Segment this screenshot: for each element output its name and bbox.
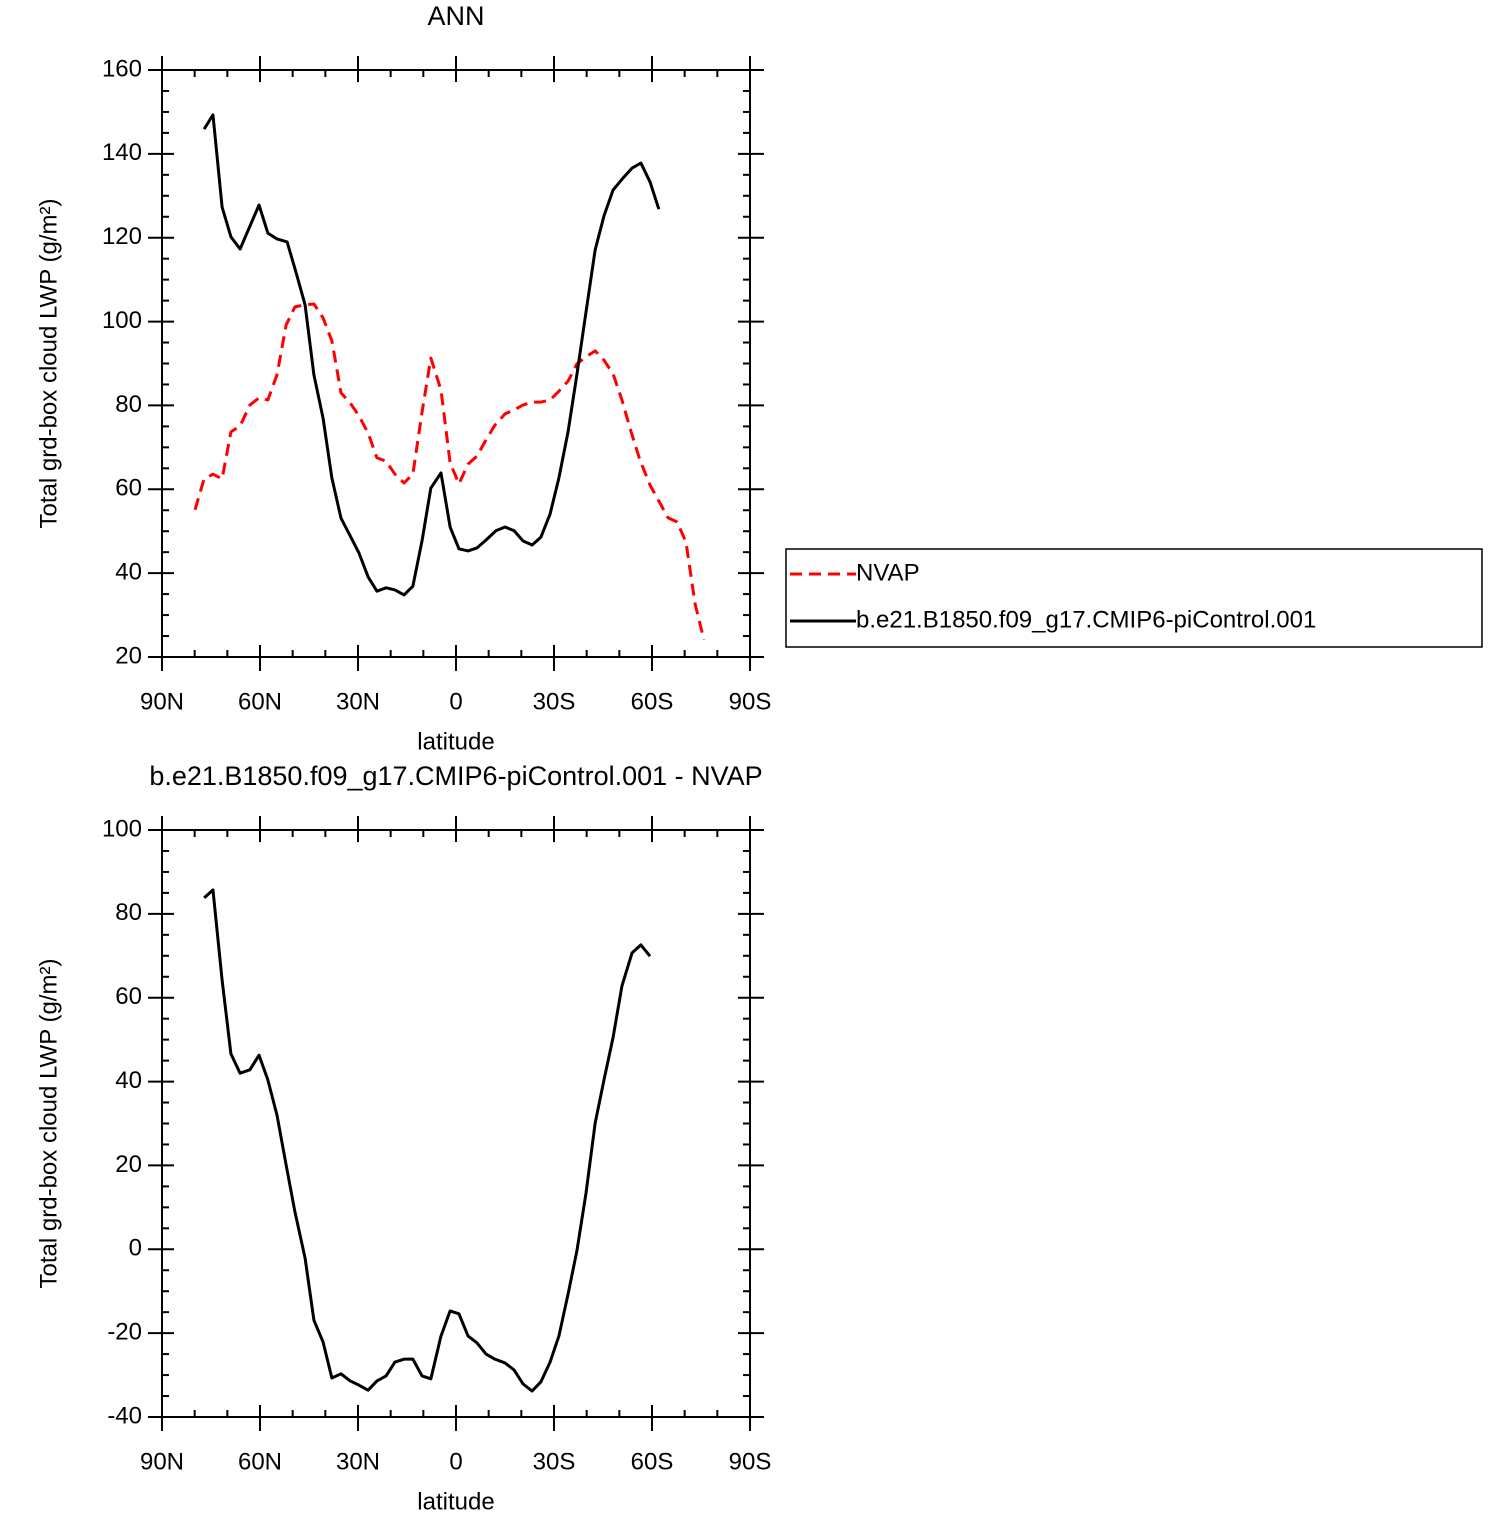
- x-tick-label: 30S: [533, 1448, 576, 1475]
- data-line: [202, 113, 661, 597]
- y-axis-label: Total grd-box cloud LWP (g/m²): [35, 959, 62, 1289]
- y-tick-label: 20: [115, 642, 142, 669]
- x-tick-label: 90S: [729, 688, 772, 715]
- y-tick-label: -40: [107, 1402, 142, 1429]
- y-tick-label: 60: [115, 475, 142, 502]
- legend-label: NVAP: [856, 559, 920, 586]
- plot-frame: [161, 829, 751, 1418]
- y-tick-label: 40: [115, 558, 142, 585]
- y-tick-label: 100: [102, 307, 142, 334]
- y-tick-label: 140: [102, 139, 142, 166]
- x-tick-label: 30S: [533, 688, 576, 715]
- x-tick-label: 60S: [631, 688, 674, 715]
- x-tick-label: 30N: [336, 1448, 380, 1475]
- plot-frame: [161, 69, 751, 658]
- x-tick-label: 0: [449, 688, 462, 715]
- legend-label: b.e21.B1850.f09_g17.CMIP6-piControl.001: [856, 606, 1316, 633]
- x-tick-label: 30N: [336, 688, 380, 715]
- y-tick-label: 100: [102, 815, 142, 842]
- y-tick-label: 120: [102, 223, 142, 250]
- y-tick-label: 80: [115, 391, 142, 418]
- x-tick-label: 0: [449, 1448, 462, 1475]
- x-axis-label: latitude: [417, 1488, 494, 1515]
- x-tick-label: 90N: [140, 1448, 184, 1475]
- data-line: [193, 302, 706, 641]
- x-tick-label: 60N: [238, 688, 282, 715]
- y-tick-label: 160: [102, 55, 142, 82]
- chart-title: ANN: [427, 1, 484, 31]
- y-tick-label: -20: [107, 1318, 142, 1345]
- x-tick-label: 90S: [729, 1448, 772, 1475]
- y-axis-label: Total grd-box cloud LWP (g/m²): [35, 199, 62, 529]
- y-tick-label: 40: [115, 1067, 142, 1094]
- y-tick-label: 20: [115, 1151, 142, 1178]
- x-tick-label: 90N: [140, 688, 184, 715]
- x-tick-label: 60S: [631, 1448, 674, 1475]
- y-tick-label: 60: [115, 983, 142, 1010]
- legend-box: [785, 548, 1483, 648]
- x-tick-label: 60N: [238, 1448, 282, 1475]
- x-axis-label: latitude: [417, 728, 494, 755]
- y-tick-label: 80: [115, 899, 142, 926]
- data-line: [203, 888, 652, 1393]
- chart-title: b.e21.B1850.f09_g17.CMIP6-piControl.001 …: [149, 761, 762, 791]
- y-tick-label: 0: [129, 1235, 142, 1262]
